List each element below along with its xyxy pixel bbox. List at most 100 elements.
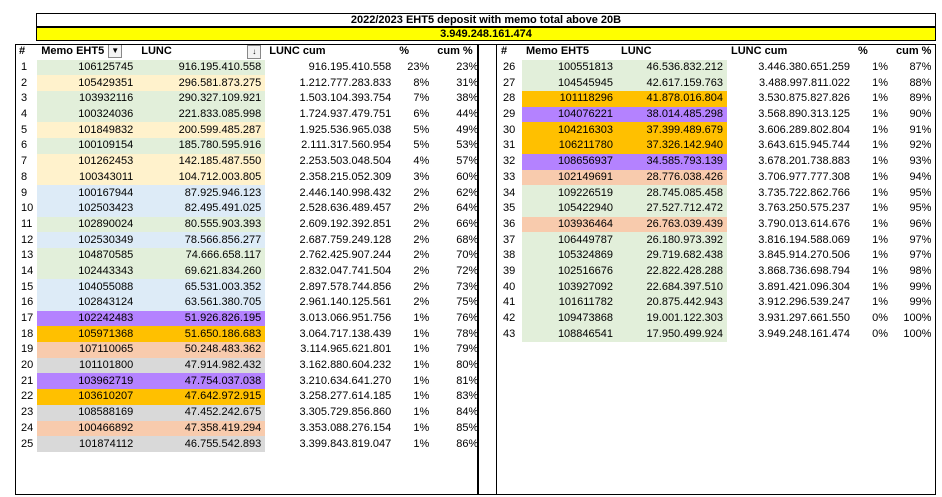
table-row[interactable]: 3 103932116 290.327.109.921 1.503.104.393.7… xyxy=(15,91,482,107)
lunc-cell[interactable]: 37.399.489.679 xyxy=(617,122,727,139)
lunc-cum-cell[interactable]: 3.912.296.539.247 xyxy=(758,296,850,309)
memo-cell[interactable]: 101118296 xyxy=(522,91,617,107)
table-row[interactable]: 29 104076221 38.014.485.298 3.568.890.313.1… xyxy=(497,106,935,123)
memo-cell[interactable]: 106449787 xyxy=(522,232,617,248)
lunc-cum-cell[interactable]: 3.735.722.862.766 xyxy=(758,186,850,199)
lunc-cum-cell[interactable]: 3.210.634.641.270 xyxy=(299,374,392,387)
table-row[interactable]: 25 101874112 46.755.542.893 3.399.843.819.0… xyxy=(15,436,482,452)
table-row[interactable]: 34 109226519 28.745.085.458 3.735.722.862.7… xyxy=(497,185,935,201)
lunc-cell[interactable]: 142.185.487.550 xyxy=(137,153,266,170)
row-index[interactable]: 32 xyxy=(503,155,516,168)
table-row[interactable]: 30 104216303 37.399.489.679 3.606.289.802.8… xyxy=(497,122,935,139)
pct-cell[interactable]: 1% xyxy=(872,233,888,246)
lunc-cum-cell[interactable]: 3.488.997.811.022 xyxy=(759,76,850,89)
memo-header[interactable]: Memo EHT5 ▼ xyxy=(37,44,137,60)
lunc-cum-cell[interactable]: 3.353.088.276.154 xyxy=(299,421,392,434)
row-index[interactable]: 19 xyxy=(21,343,34,356)
lunc-cum-cell[interactable]: 3.013.066.951.756 xyxy=(299,312,392,325)
memo-cell[interactable]: 102890024 xyxy=(37,216,138,233)
pct-cell[interactable]: 4% xyxy=(413,155,430,168)
memo-cell[interactable]: 101262453 xyxy=(37,153,138,170)
pct-cell[interactable]: 1% xyxy=(413,437,430,450)
cum-pct-cell[interactable]: 64% xyxy=(456,202,479,215)
memo-cell[interactable]: 108588169 xyxy=(37,404,138,421)
lunc-cell[interactable]: 29.719.682.438 xyxy=(617,247,727,264)
memo-cell[interactable]: 104545945 xyxy=(522,75,617,92)
row-index[interactable]: 7 xyxy=(21,155,28,168)
table-row[interactable]: 16 102843124 63.561.380.705 2.961.140.125.5… xyxy=(15,295,482,311)
lunc-cell[interactable]: 19.001.122.303 xyxy=(617,310,727,327)
lunc-cell[interactable]: 47.754.037.038 xyxy=(137,373,266,390)
memo-cell[interactable]: 102503423 xyxy=(37,200,138,217)
row-index[interactable]: 39 xyxy=(503,264,516,277)
pct-cell[interactable]: 1% xyxy=(872,123,888,136)
lunc-cum-cell[interactable]: 2.528.636.489.457 xyxy=(299,202,392,215)
lunc-cum-cell[interactable]: 3.399.843.819.047 xyxy=(299,437,392,450)
pct-cell[interactable]: 1% xyxy=(413,406,430,419)
row-index[interactable]: 18 xyxy=(21,327,34,340)
pct-cell[interactable]: 2% xyxy=(413,249,430,262)
pct-cell[interactable]: 1% xyxy=(872,264,888,277)
memo-cell[interactable]: 100109154 xyxy=(37,138,138,154)
lunc-cum-cell[interactable]: 3.643.615.945.744 xyxy=(758,139,850,152)
lunc-cell[interactable]: 50.248.483.362 xyxy=(137,342,266,358)
memo-cell[interactable]: 101874112 xyxy=(37,436,138,452)
cum-pct-cell[interactable]: 84% xyxy=(456,406,479,419)
lunc-cum-cell[interactable]: 1.724.937.479.751 xyxy=(299,108,392,121)
memo-cell[interactable]: 103932116 xyxy=(37,91,138,107)
pct-cell[interactable]: 7% xyxy=(413,92,430,105)
memo-cell[interactable]: 105429351 xyxy=(37,75,138,92)
pct-cell[interactable]: 5% xyxy=(413,123,430,136)
lunc-cum-cell[interactable]: 2.961.140.125.561 xyxy=(299,296,392,309)
table-row[interactable]: 41 101611782 20.875.442.943 3.912.296.539.2… xyxy=(497,295,935,311)
pct-cell[interactable]: 1% xyxy=(872,249,888,262)
pct-cell[interactable]: 2% xyxy=(413,233,430,246)
row-index[interactable]: 4 xyxy=(21,108,28,121)
pct-cell[interactable]: 1% xyxy=(872,280,888,293)
lunc-cell[interactable]: 46.755.542.893 xyxy=(137,436,266,452)
row-index[interactable]: 41 xyxy=(503,296,516,309)
cum-pct-cell[interactable]: 53% xyxy=(456,139,479,152)
memo-cell[interactable]: 106125745 xyxy=(37,59,138,76)
row-index[interactable]: 21 xyxy=(21,374,34,387)
table-row[interactable]: 10 102503423 82.495.491.025 2.528.636.489.4… xyxy=(15,200,482,217)
lunc-cell[interactable]: 47.452.242.675 xyxy=(137,404,266,421)
table-row[interactable]: 24 100466892 47.358.419.294 3.353.088.276.1… xyxy=(15,420,482,437)
row-index[interactable]: 10 xyxy=(21,202,34,215)
table-row[interactable]: 12 102530349 78.566.856.277 2.687.759.249.1… xyxy=(15,232,482,248)
table-row[interactable]: 27 104545945 42.617.159.763 3.488.997.811.0… xyxy=(497,75,935,92)
lunc-cum-cell[interactable]: 2.687.759.249.128 xyxy=(299,233,392,246)
lunc-cum-cell[interactable]: 3.446.380.651.259 xyxy=(758,61,850,74)
cum-pct-cell[interactable]: 100% xyxy=(903,312,932,325)
lunc-cell[interactable]: 47.358.419.294 xyxy=(137,420,266,437)
lunc-cum-cell[interactable]: 3.763.250.575.237 xyxy=(758,202,850,215)
pct-cell[interactable]: 2% xyxy=(413,280,430,293)
memo-cell[interactable]: 102530349 xyxy=(37,232,138,248)
lunc-cum-cell[interactable]: 2.358.215.052.309 xyxy=(299,170,392,183)
row-index[interactable]: 9 xyxy=(21,186,28,199)
row-index[interactable]: 27 xyxy=(503,76,516,89)
pct-cell[interactable]: 1% xyxy=(872,108,888,121)
row-index[interactable]: 30 xyxy=(503,123,516,136)
lunc-cell[interactable]: 22.684.397.510 xyxy=(617,279,727,295)
cum-pct-cell[interactable]: 87% xyxy=(909,61,932,74)
table-row[interactable]: 15 104055088 65.531.003.352 2.897.578.744.8… xyxy=(15,279,482,295)
memo-cell[interactable]: 104076221 xyxy=(522,106,617,123)
memo-cell[interactable]: 100343011 xyxy=(37,169,138,186)
row-index[interactable]: 24 xyxy=(21,421,34,434)
pct-cell[interactable]: 1% xyxy=(872,296,888,309)
cum-pct-cell[interactable]: 90% xyxy=(909,108,932,121)
pct-cell[interactable]: 1% xyxy=(413,327,430,340)
row-index[interactable]: 1 xyxy=(21,61,28,74)
lunc-cum-cell[interactable]: 3.891.421.096.304 xyxy=(758,280,850,293)
pct-cell[interactable]: 6% xyxy=(413,108,430,121)
pct-cell[interactable]: 1% xyxy=(872,76,888,89)
table-row[interactable]: 20 101101800 47.914.982.432 3.162.880.604.2… xyxy=(15,357,482,374)
memo-cell[interactable]: 100551813 xyxy=(522,59,617,76)
cum-pct-cell[interactable]: 23% xyxy=(456,61,479,74)
cum-pct-cell[interactable]: 81% xyxy=(456,374,479,387)
lunc-cum-cell[interactable]: 3.845.914.270.506 xyxy=(758,249,850,262)
memo-cell[interactable]: 108656937 xyxy=(522,153,617,170)
lunc-cell[interactable]: 28.745.085.458 xyxy=(617,185,727,201)
pct-cell[interactable]: 1% xyxy=(872,186,888,199)
